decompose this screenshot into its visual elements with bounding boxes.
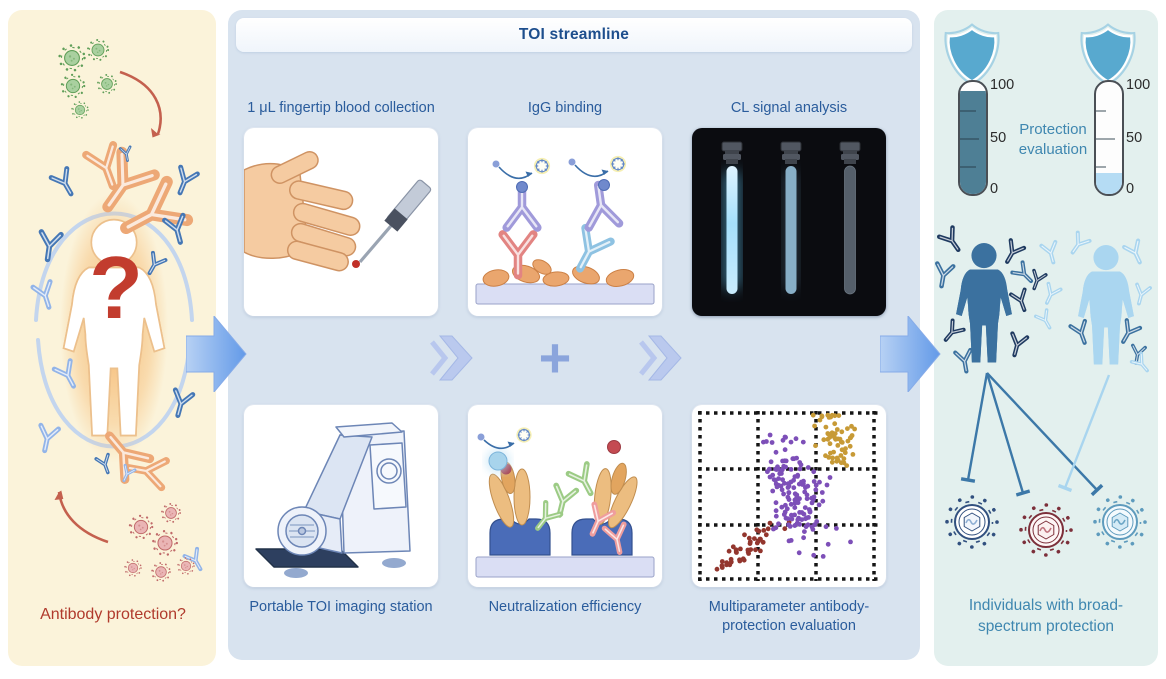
substrate-dot-icon [477,433,485,441]
gauge-fill [960,90,986,194]
gauge-tick-label: 50 [990,130,1007,146]
gauge-tick-label: 0 [1126,181,1135,197]
gauge-tick-label: 100 [990,77,1015,93]
pipette-icon [358,179,432,264]
step-label-neutralization: Neutralization efficiency [488,599,642,615]
substrate-dot-icon [568,158,576,166]
chemiluminescence-icon [533,157,551,175]
shield-icon [944,23,1000,86]
step-label-blood-collection: 1 μL fingertip blood collection [247,100,435,117]
infection-arrow-icon [54,490,109,544]
labeled-probe-icon [488,451,508,471]
flow-arrow-icon [186,316,247,392]
igg-binding-illustration [475,155,655,305]
shield-icon [1080,23,1136,86]
label-bead-icon [516,181,528,193]
low-protection-person-icon [1078,245,1134,365]
right-panel-caption: Individuals with broad-spectrum protecti… [968,597,1124,635]
infection-arrow-icon [119,70,162,138]
protection-evaluation-label: Protection evaluation [1018,121,1088,158]
step-label-igg-binding: IgG binding [527,100,603,117]
hand-illustration [244,151,432,272]
step-label-multiparameter: Multiparameter antibody-protection evalu… [708,599,870,634]
scatter-points [714,412,857,572]
imaging-station-illustration [255,422,411,578]
blood-drop-icon [352,260,360,268]
virus-icon-maroon [1019,503,1073,557]
virus-icon-dark-blue [945,495,999,549]
chemiluminescence-icon [515,426,533,444]
flow-arrow-icon [880,316,941,392]
test-strip-dim-icon [839,141,861,295]
right-panel-illustration [934,23,1154,557]
reaction-arrowhead [507,441,514,447]
plus-icon: + [538,326,572,389]
gauge-tick-label: 100 [1126,77,1151,93]
inhibition-line-light [1057,374,1111,493]
protection-result-panel: 100 50 0 100 50 0 Protection evaluation … [934,10,1158,666]
left-panel-caption: Antibody protection? [40,606,186,623]
label-bead-icon [598,179,610,191]
antigen-blobs [482,259,635,287]
step-label-imaging-station: Portable TOI imaging station [249,599,433,615]
green-virus-cluster [58,38,118,119]
virus-icon-light-blue [1093,495,1147,549]
tile-imaging-station [244,405,438,587]
unknown-protection-panel: ? Antibody protection? [8,10,216,666]
inhibition-lines-dark [960,372,1104,497]
gauge-tick-label: 50 [1126,130,1143,146]
assay-surface [475,283,655,305]
chemiluminescence-icon [609,155,627,173]
pink-virus-cluster [124,502,195,582]
high-protection-person-icon [956,243,1012,363]
tile-scatter-evaluation [692,405,886,587]
left-panel-illustration [8,38,216,582]
tile-neutralization [468,405,662,587]
test-strip-medium-icon [780,141,802,294]
reaction-arrowhead [601,169,608,175]
protection-gauge-low [1094,80,1124,196]
tile-igg-binding [468,128,662,316]
gauge-fill [1096,172,1122,194]
assay-surface [475,556,655,578]
panel-title: TOI streamline [518,26,630,43]
toi-streamline-header: TOI streamline [236,18,912,52]
toi-streamline-panel: TOI streamline 1 μL fingertip blood coll… [228,10,920,660]
substrate-dot-icon [492,160,500,168]
protection-gauge-high [958,80,988,196]
step-label-cl-signal: CL signal analysis [730,100,848,117]
gauge-tick-label: 0 [990,181,999,197]
tile-blood-collection [244,128,438,316]
chevron-right-icon [430,335,473,381]
question-mark: ? [89,238,143,337]
cl-strips-illustration [721,141,861,295]
rbd-icon [607,440,621,454]
chevron-right-icon [639,335,682,381]
tile-cl-signal [692,128,886,316]
reaction-arrowhead [525,171,532,177]
test-strip-bright-icon [721,141,743,294]
neutralization-illustration [475,426,655,578]
scatter-plot [698,411,880,581]
